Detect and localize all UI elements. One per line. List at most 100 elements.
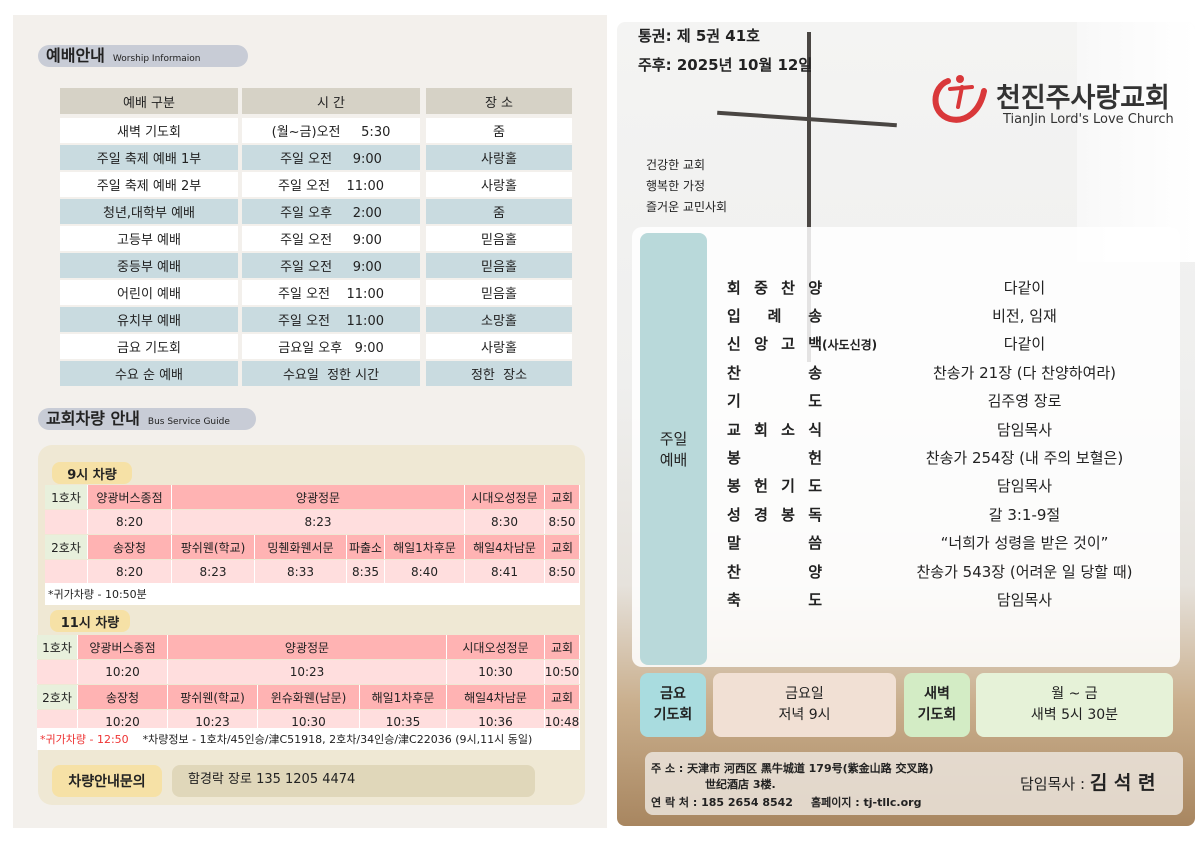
worship-subtitle: Worship Informaion [112, 54, 201, 64]
service-item: 기 도 김주영 장로 [727, 389, 1167, 413]
homepage-link[interactable]: tj-tllc.org [863, 796, 922, 809]
bus-stop: 해일4차남문 [447, 685, 545, 709]
column-header: 장 소 [426, 88, 572, 114]
bus-section-title: 교회차량 안내 Bus Service Guide [38, 408, 256, 430]
contact-label: 차량안내문의 [52, 765, 162, 797]
service-item: 말 씀 “너희가 성령을 받은 것이” [727, 531, 1167, 555]
bus-time: 10:50 [545, 660, 580, 684]
bus-stop: 해일1차후문 [360, 685, 447, 709]
table-cell: 사랑홀 [426, 334, 572, 359]
service-panel [632, 227, 1180, 667]
table-row: 어린이 예배 주일 오전 11:00 믿음홀 [60, 280, 572, 305]
bus-stop: 시대오성정문 [465, 485, 545, 509]
service-item-note: (사도신경) [822, 337, 878, 352]
bus-time: 8:41 [465, 560, 545, 584]
bus-time: 8:20 [88, 560, 172, 584]
car-label: 2호차 [45, 535, 88, 559]
table-cell: 중등부 예배 [60, 253, 238, 278]
service-item-value: 담임목사 [996, 477, 1053, 496]
church-info: 주 소 : 天津市 河西区 黑牛城道 179号(紫金山路 交叉路) 世纪酒店 3… [645, 752, 1183, 815]
car-label: 1호차 [37, 635, 78, 659]
church-name: 천진주사랑교회 [996, 83, 1170, 114]
table-cell: (월~금)오전 5:30 [242, 118, 420, 143]
table-row: 청년,대학부 예배 주일 오후 2:00 줌 [60, 199, 572, 224]
char: 축 [727, 590, 741, 609]
bus-row: 2호차 송장청 팡쉬웬(학교) 윈슈화웬(남문) 해일1차후문 해일4차남문 교회 [37, 685, 580, 709]
bus-stop: 교회 [545, 635, 580, 659]
service-item: 봉 헌 기 도 담임목사 [727, 474, 1167, 498]
table-row: 유치부 예배 주일 오전 11:00 소망홀 [60, 307, 572, 332]
service-item-value: 비전, 임재 [992, 306, 1057, 325]
service-item-name: 신 앙 고 백 (사도신경) [727, 333, 877, 354]
char: 찬 [781, 278, 795, 297]
table-cell: 줌 [426, 118, 572, 143]
address-line2: 世纪酒店 3楼. [705, 778, 776, 791]
service-item-value: 김주영 장로 [987, 392, 1062, 411]
char: 씀 [808, 534, 822, 553]
service-item-value: 다같이 [1003, 278, 1046, 297]
column-header: 예배 구분 [60, 88, 238, 114]
bus-time: 8:33 [255, 560, 347, 584]
label-line: 기도회 [917, 707, 957, 723]
char: 도 [808, 477, 822, 496]
contact-row: 연 락 처 : 185 2654 8542 홈페이지 : tj-tllc.org [651, 794, 921, 810]
table-cell: 주일 오전 11:00 [242, 307, 420, 332]
char: 양 [808, 562, 822, 581]
eleven-label: 11시 차량 [50, 610, 130, 632]
char: 도 [808, 392, 822, 411]
bulletin-date: 주후: 2025년 10월 12일 [638, 56, 813, 74]
motto: 건강한 교회 [646, 158, 706, 172]
service-item-value: 찬송가 254장 (내 주의 보혈은) [925, 448, 1124, 467]
service-item-value: 담임목사 [996, 420, 1053, 439]
wall-light [1077, 22, 1195, 262]
table-row: 새벽 기도회 (월~금)오전 5:30 줌 [60, 118, 572, 143]
bus-row: 10:20 10:23 10:30 10:50 [37, 660, 580, 684]
bus-stop: 윈슈화웬(남문) [258, 685, 360, 709]
homepage-label: 홈페이지 : [810, 796, 860, 809]
char: 봉 [727, 448, 741, 467]
car-label: 1호차 [45, 485, 88, 509]
table-cell: 고등부 예배 [60, 226, 238, 251]
return-note: *귀가차량 - 12:50 [40, 733, 129, 746]
table-cell: 믿음홀 [426, 253, 572, 278]
bus-stop: 팡쉬웬(학교) [172, 535, 255, 559]
church-name-en: TianJin Lord's Love Church [1003, 112, 1174, 127]
mottos: 건강한 교회 행복한 가정 즐거운 교민사회 [646, 155, 727, 218]
char: 고 [781, 335, 795, 354]
service-item: 회 중 찬 양 다같이 [727, 275, 1167, 299]
bus-time: 10:30 [447, 660, 545, 684]
bus-stop: 파출소 [347, 535, 385, 559]
service-item-value: 담임목사 [996, 590, 1053, 609]
bus-time: 10:23 [168, 660, 447, 684]
bus-time: 8:30 [465, 510, 545, 534]
bus-time: 8:23 [172, 560, 255, 584]
char: 기 [781, 477, 795, 496]
address: 天津市 河西区 黑牛城道 179号(紫金山路 交叉路) [687, 762, 934, 775]
char: 기 [727, 392, 741, 411]
contact-value: 함경락 장로 135 1205 4474 [172, 765, 535, 797]
friday-label: 금요 기도회 [640, 673, 706, 737]
bus-stop: 양광버스종점 [88, 485, 172, 509]
bus-row: 8:20 8:23 8:30 8:50 [45, 510, 580, 534]
service-label: 주일 예배 [640, 233, 707, 665]
service-item-value: 찬송가 21장 (다 찬양하여라) [932, 363, 1117, 382]
table-cell: 믿음홀 [426, 226, 572, 251]
table-cell: 주일 축제 예배 1부 [60, 145, 238, 170]
table-cell: 주일 오전 9:00 [242, 226, 420, 251]
bus-row: 1호차 양광버스종점 양광정문 시대오성정문 교회 [37, 635, 580, 659]
dawn-time: 월 ~ 금 새벽 5시 30분 [976, 673, 1173, 737]
bus-time: 10:20 [78, 660, 168, 684]
service-item: 교 회 소 식 담임목사 [727, 417, 1167, 441]
address-label: 주 소 : [651, 762, 684, 775]
label-line: 새벽 [924, 686, 950, 702]
bus-stop: 밍췐화웬서문 [255, 535, 347, 559]
pastor-name: 김 석 련 [1089, 772, 1156, 794]
church-logo-icon [928, 73, 990, 123]
char: 말 [727, 534, 741, 553]
char: 헌 [808, 448, 822, 467]
char: 헌 [754, 477, 768, 496]
char: 봉 [781, 505, 795, 524]
